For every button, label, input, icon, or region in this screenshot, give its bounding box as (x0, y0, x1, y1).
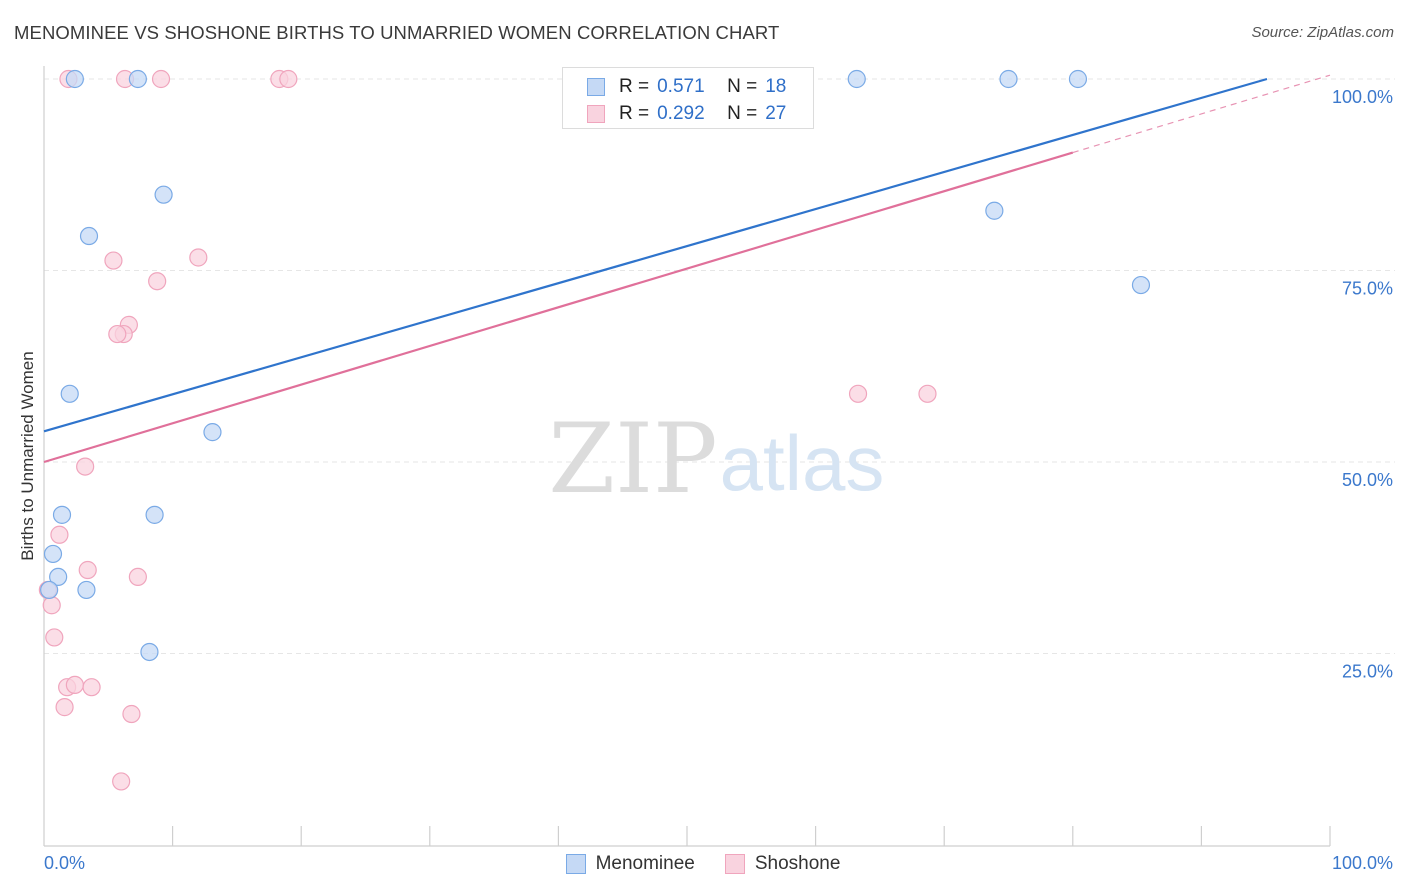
shoshone-r-value: 0.292 (657, 103, 705, 124)
shoshone-legend-swatch (724, 854, 745, 874)
legend-item-shoshone[interactable]: Shoshone (724, 853, 841, 875)
menominee-legend-swatch (565, 854, 586, 874)
y-tick-label: 75.0% (1342, 279, 1393, 299)
source-label: Source: ZipAtlas.com (1251, 24, 1394, 41)
point-menominee (1131, 275, 1151, 295)
point-menominee (154, 185, 173, 204)
menominee-swatch (587, 78, 605, 96)
point-menominee (145, 505, 164, 524)
point-shoshone (112, 772, 131, 791)
r-label: R = (619, 103, 650, 124)
shoshone-swatch (587, 105, 605, 123)
menominee-n-value: 18 (765, 76, 787, 97)
stats-legend: R = 0.571 N = 18 R = 0.292 N = 27 (562, 67, 814, 129)
point-menominee (847, 69, 866, 89)
point-menominee (49, 567, 68, 587)
trend-line-ext-shoshone (1072, 74, 1331, 154)
point-shoshone (148, 272, 167, 291)
point-menominee (77, 580, 96, 600)
point-shoshone (122, 704, 141, 724)
trend-line-menominee (43, 77, 1268, 433)
y-tick-label: 50.0% (1342, 470, 1393, 490)
legend-label-menominee: Menominee (595, 853, 695, 874)
axes (43, 66, 1331, 847)
point-shoshone (42, 596, 61, 615)
n-label: N = (727, 103, 758, 124)
point-shoshone (50, 525, 69, 544)
trend-lines (43, 74, 1331, 464)
r-label: R = (619, 76, 650, 97)
point-shoshone (45, 628, 64, 647)
point-shoshone (918, 384, 937, 403)
point-menominee (128, 69, 147, 89)
x-tick-label-right: 100.0% (1332, 853, 1393, 873)
legend-item-menominee[interactable]: Menominee (565, 853, 695, 875)
tick-labels: 25.0% 50.0% 75.0% 100.0% 0.0% 100.0% (44, 87, 1393, 873)
point-menominee (1068, 69, 1088, 89)
point-menominee (65, 69, 84, 89)
x-tick-label-left: 0.0% (44, 853, 85, 873)
point-menominee (985, 201, 1004, 220)
point-menominee (140, 642, 159, 662)
point-menominee (40, 580, 59, 600)
watermark-atlas: atlas (720, 419, 885, 507)
menominee-r-value: 0.571 (657, 76, 705, 97)
point-menominee (52, 505, 72, 524)
watermark: ZIP atlas (548, 403, 884, 515)
watermark-zip: ZIP (548, 403, 717, 515)
point-shoshone (128, 567, 147, 587)
chart-title: MENOMINEE VS SHOSHONE BIRTHS TO UNMARRIE… (14, 22, 780, 43)
grid-lines (44, 78, 1395, 654)
y-tick-label: 100.0% (1332, 87, 1393, 107)
trend-line-shoshone (43, 151, 1074, 464)
point-menominee (43, 544, 63, 564)
point-shoshone (78, 560, 97, 580)
point-menominee (60, 384, 79, 403)
point-shoshone (104, 251, 123, 270)
point-menominee (203, 423, 222, 442)
point-shoshone (151, 69, 171, 89)
stats-row-shoshone: R = 0.292 N = 27 (587, 101, 786, 127)
point-shoshone (82, 678, 101, 697)
y-tick-label: 25.0% (1342, 662, 1393, 682)
point-shoshone (65, 675, 84, 695)
stats-row-menominee: R = 0.571 N = 18 (587, 74, 786, 100)
point-shoshone (279, 69, 298, 89)
point-shoshone (848, 384, 868, 403)
series-legend: Menominee Shoshone (0, 852, 1406, 876)
point-menominee (79, 226, 99, 246)
point-shoshone (189, 248, 208, 267)
point-shoshone (76, 457, 95, 476)
shoshone-n-value: 27 (765, 103, 787, 124)
point-shoshone (108, 324, 127, 344)
legend-label-shoshone: Shoshone (754, 853, 841, 874)
n-label: N = (727, 76, 758, 97)
point-menominee (999, 69, 1018, 89)
point-shoshone (55, 698, 74, 717)
